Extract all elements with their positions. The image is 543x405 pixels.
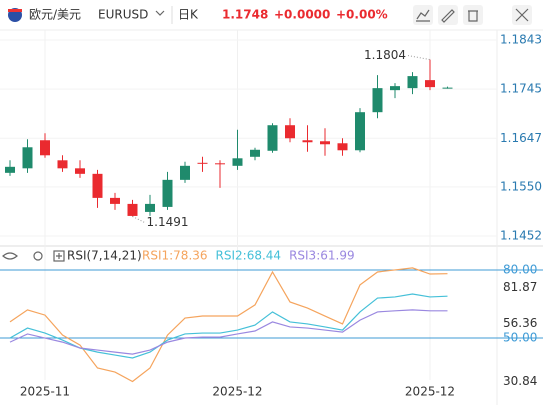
y-tick-label: 1.1745 bbox=[500, 82, 542, 96]
y-tick-label: 30.84 bbox=[503, 374, 537, 388]
draw-icon bbox=[441, 9, 455, 23]
candle-body bbox=[180, 165, 190, 180]
candle-body bbox=[40, 140, 50, 156]
rsi-line bbox=[9, 309, 448, 355]
add-icon[interactable] bbox=[53, 250, 65, 262]
fullscreen-icon bbox=[515, 8, 529, 22]
candle-body bbox=[215, 163, 225, 165]
candle-body bbox=[250, 149, 260, 157]
pair-name: 欧元/美元 bbox=[29, 8, 81, 22]
x-tick-label: 2025-11 bbox=[20, 385, 70, 399]
price: 1.1748 bbox=[222, 8, 268, 22]
candle-body bbox=[285, 125, 295, 139]
candle-body bbox=[75, 168, 85, 174]
high-label: 1.1804 bbox=[364, 48, 406, 62]
candle-body bbox=[162, 179, 173, 207]
eye-icon[interactable] bbox=[2, 252, 18, 260]
legend-entry: RSI3:61.99 bbox=[289, 249, 355, 263]
draw-button[interactable] bbox=[438, 5, 458, 25]
y-tick-label: 50.00 bbox=[503, 331, 537, 345]
legend-entry: RSI1:78.36 bbox=[142, 249, 208, 263]
legend-entry: RSI2:68.44 bbox=[216, 249, 282, 263]
candle-body bbox=[372, 88, 383, 113]
y-tick-label: 56.36 bbox=[503, 316, 537, 330]
candle-body bbox=[57, 160, 68, 169]
y-tick-label: 1.1843 bbox=[500, 33, 542, 47]
indicator-icon bbox=[416, 9, 430, 22]
candle-body bbox=[5, 166, 15, 173]
y-tick-label: 1.1550 bbox=[500, 179, 542, 193]
candle-body bbox=[267, 125, 278, 151]
low-leader bbox=[132, 215, 145, 223]
add-icon-plus bbox=[56, 253, 62, 259]
candle-body bbox=[197, 162, 208, 164]
candle-body bbox=[407, 76, 418, 89]
change: +0.0000 bbox=[274, 8, 330, 22]
candle-body bbox=[22, 147, 33, 169]
delete-button[interactable] bbox=[463, 5, 483, 25]
y-tick-label: 80.00 bbox=[503, 262, 537, 276]
candle-body bbox=[320, 141, 330, 145]
x-tick-label: 2025-12 bbox=[405, 385, 455, 399]
y-tick-label: 81.87 bbox=[503, 280, 537, 294]
candle-body bbox=[355, 112, 365, 151]
header-bar: 欧元/美元 EURUSD 日K 1.1748 +0.0000 +0.00% bbox=[0, 5, 543, 31]
candle-body bbox=[425, 80, 435, 88]
candle-body bbox=[302, 140, 313, 143]
delete-icon bbox=[468, 10, 478, 22]
candle-body bbox=[110, 197, 120, 204]
flag-stripe bbox=[8, 9, 22, 12]
rsi-header: RSI(7,14,21) bbox=[2, 249, 142, 263]
settings-icon[interactable] bbox=[33, 251, 43, 261]
low-label: 1.1491 bbox=[147, 215, 189, 229]
period[interactable]: 日K bbox=[178, 8, 199, 22]
candle-body bbox=[145, 203, 155, 212]
candle-body bbox=[390, 86, 400, 91]
x-tick-label: 2025-12 bbox=[212, 385, 262, 399]
candle-body bbox=[127, 203, 138, 216]
candle-body bbox=[337, 143, 348, 151]
y-tick-label: 1.1452 bbox=[500, 228, 542, 242]
high-leader bbox=[407, 55, 431, 61]
rsi-title: RSI(7,14,21) bbox=[67, 249, 142, 263]
change-pct: +0.00% bbox=[336, 8, 388, 22]
y-tick-label: 1.1647 bbox=[500, 131, 542, 145]
candle-body bbox=[232, 158, 243, 166]
candle-body bbox=[442, 87, 453, 89]
candle-body bbox=[92, 173, 103, 198]
dropdown-icon[interactable] bbox=[155, 10, 165, 16]
symbol: EURUSD bbox=[98, 8, 148, 22]
